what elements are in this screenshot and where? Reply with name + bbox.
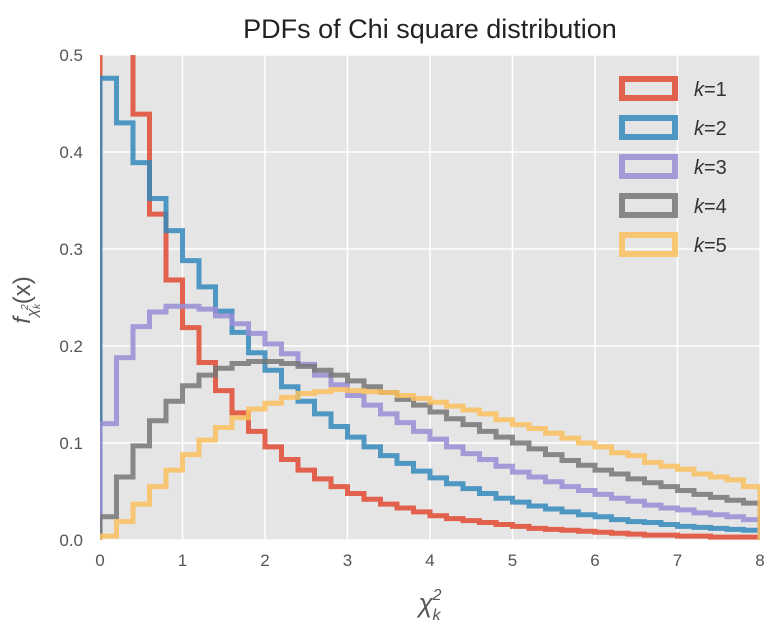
x-tick-label: 2 [260,551,269,570]
x-tick-label: 3 [343,551,352,570]
chart-title: PDFs of Chi square distribution [243,14,617,44]
y-tick-labels: 0.0 0.1 0.2 0.3 0.4 0.5 [59,46,83,550]
legend-k-value: =1 [704,79,727,101]
x-tick-labels: 0 1 2 3 4 5 6 7 8 [95,551,764,570]
series-step-k=5 [100,387,760,540]
legend-k: k [694,196,705,218]
x-tick-label: 8 [755,551,764,570]
series-step-k=1 [100,55,760,540]
legend-k-value: =2 [704,118,727,140]
x-tick-label: 4 [425,551,434,570]
legend-swatch-k=5 [619,232,678,257]
legend-k: k [694,118,705,140]
series-group [100,55,760,540]
legend-swatch-k=2 [619,115,678,140]
legend: k=1k=2k=3k=4k=5 [619,76,727,257]
y-tick-label: 0.3 [59,240,83,259]
series-step-k=3 [100,303,760,540]
x-tick-label: 7 [673,551,682,570]
y-axis-label: fχk2(x) [9,276,43,323]
series-step-k=4 [100,359,760,540]
legend-k: k [694,235,705,257]
legend-label: k=2 [694,118,727,140]
x-axis-label: χ2 k [416,587,441,624]
legend-label: k=4 [694,196,727,218]
legend-k-value: =5 [704,235,727,257]
legend-label: k=5 [694,235,727,257]
legend-label: k=1 [694,79,727,101]
legend-label: k=3 [694,157,727,179]
x-tick-label: 5 [508,551,517,570]
y-tick-label: 0.1 [59,434,83,453]
legend-swatch-k=3 [619,154,678,179]
legend-k: k [694,157,705,179]
legend-swatch-k=1 [619,76,678,101]
legend-k-value: =4 [704,196,727,218]
x-tick-label: 1 [178,551,187,570]
x-tick-label: 6 [590,551,599,570]
y-tick-label: 0.0 [59,531,83,550]
y-tick-label: 0.2 [59,337,83,356]
legend-k: k [694,79,705,101]
series-step-k=2 [100,75,760,540]
legend-k-value: =3 [704,157,727,179]
legend-swatch-k=4 [619,193,678,218]
x-tick-label: 0 [95,551,104,570]
y-tick-label: 0.4 [59,143,83,162]
y-tick-label: 0.5 [59,46,83,65]
